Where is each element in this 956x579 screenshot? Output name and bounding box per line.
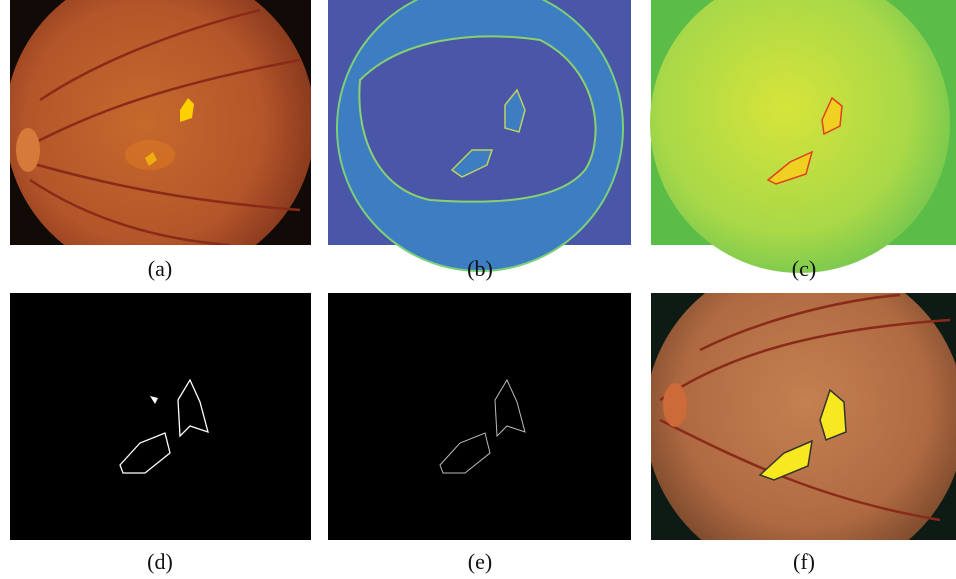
caption: (f) <box>744 549 864 575</box>
caption: (e) <box>420 549 540 575</box>
image-f <box>645 258 956 578</box>
image-e <box>328 293 631 540</box>
caption: (b) <box>420 256 540 282</box>
image-b <box>328 0 631 271</box>
caption: (a) <box>100 256 220 282</box>
panels <box>0 0 956 579</box>
caption: (d) <box>100 549 220 575</box>
image-d <box>10 293 311 540</box>
image-a <box>5 0 315 278</box>
caption: (c) <box>744 256 864 282</box>
image-c <box>650 0 956 273</box>
figure: (a) (b) (c) (d) (e) (f) <box>0 0 956 579</box>
